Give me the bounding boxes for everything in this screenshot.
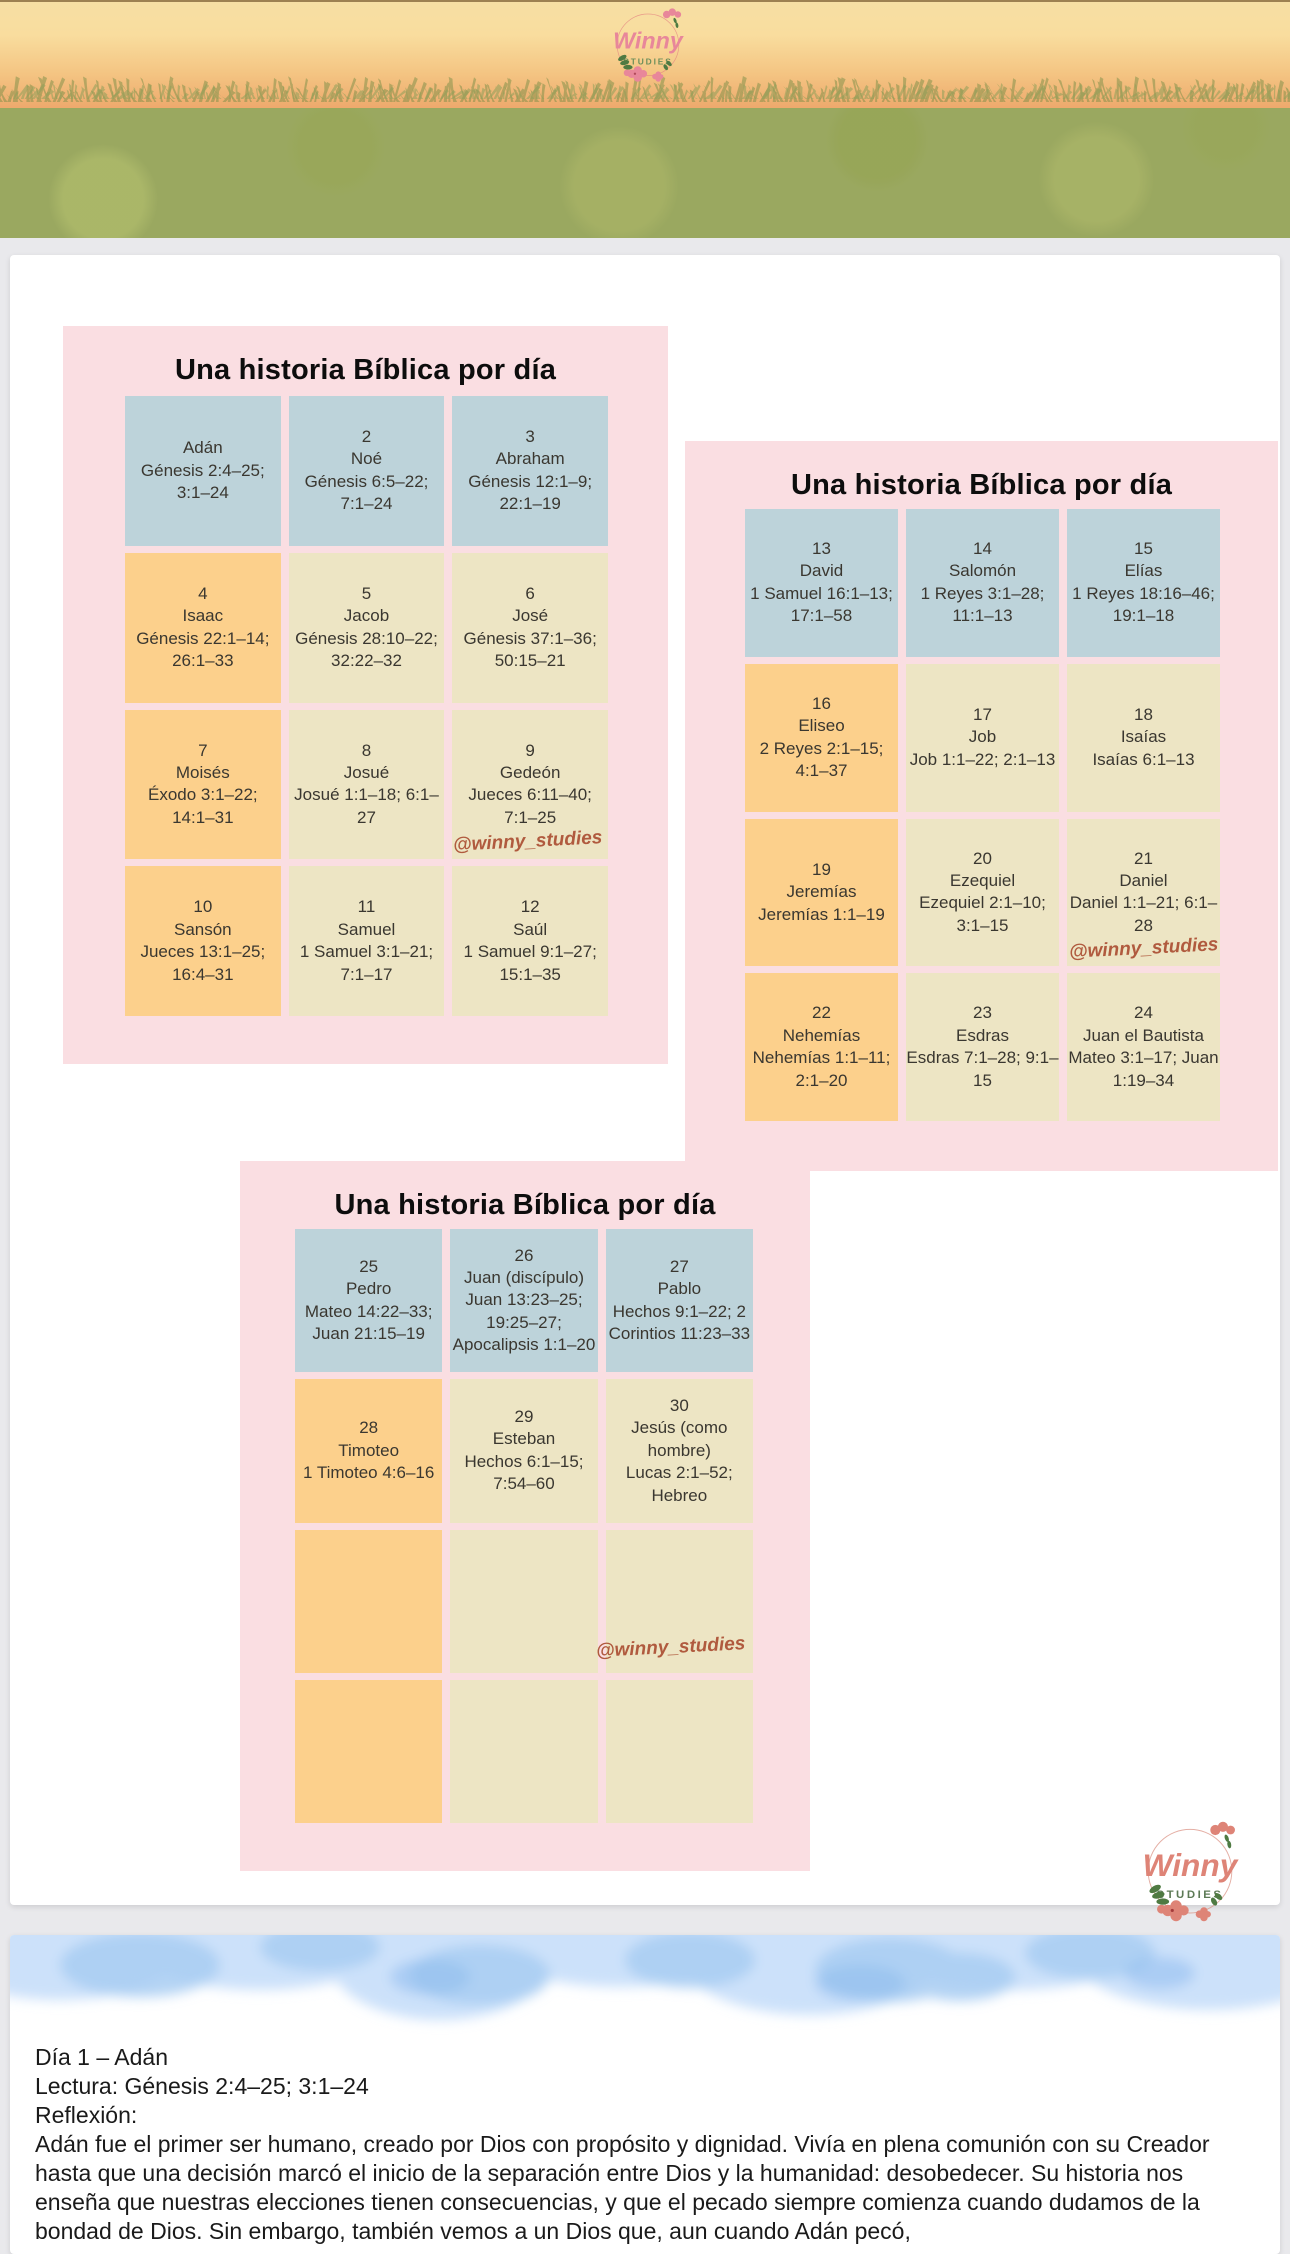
svg-text:Winny: Winny — [613, 28, 684, 54]
svg-text:Winny: Winny — [1143, 1847, 1239, 1883]
